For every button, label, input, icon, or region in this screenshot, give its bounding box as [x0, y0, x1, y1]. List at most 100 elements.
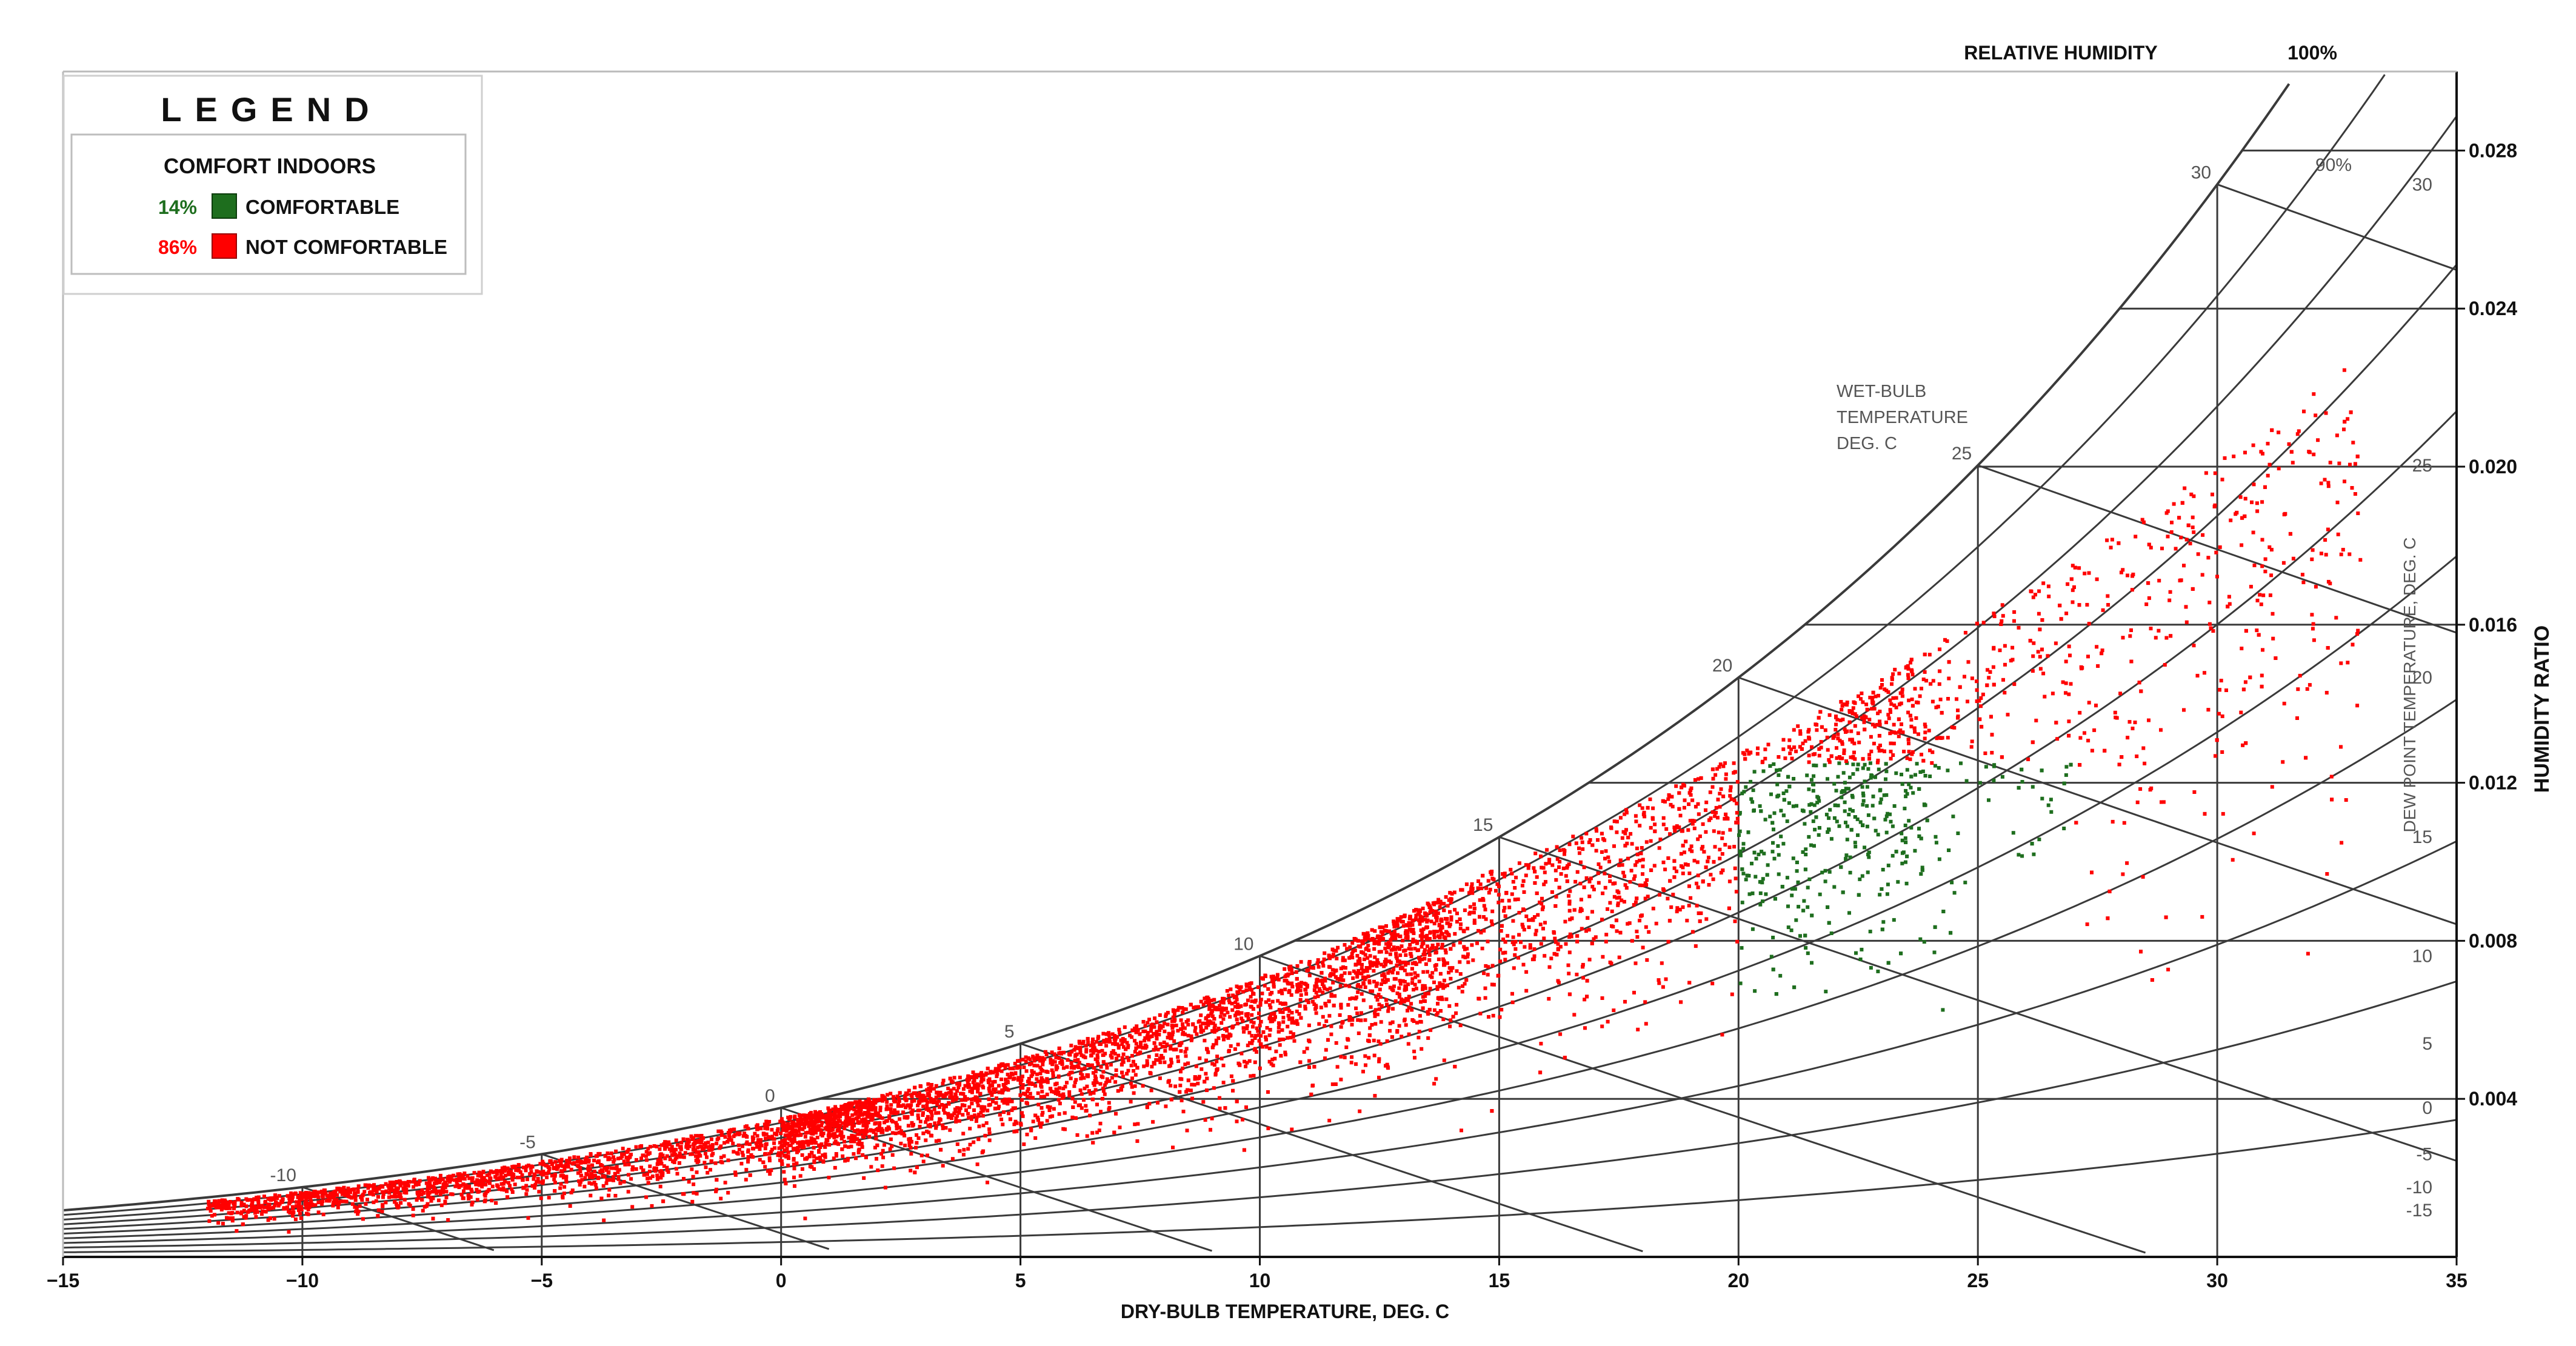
- comfortable-point: [1820, 871, 1824, 875]
- not-comfortable-point: [1817, 747, 1821, 751]
- not-comfortable-point: [1957, 715, 1960, 718]
- not-comfortable-point: [1097, 1050, 1101, 1053]
- not-comfortable-point: [972, 1081, 975, 1084]
- not-comfortable-point: [614, 1150, 618, 1153]
- not-comfortable-point: [1132, 1069, 1135, 1073]
- not-comfortable-point: [1420, 1047, 1423, 1051]
- not-comfortable-point: [1177, 1006, 1181, 1010]
- not-comfortable-point: [1290, 1016, 1294, 1020]
- not-comfortable-point: [595, 1187, 598, 1190]
- not-comfortable-point: [2143, 762, 2146, 765]
- not-comfortable-point: [1728, 845, 1732, 849]
- not-comfortable-point: [1524, 989, 1528, 993]
- not-comfortable-point: [2083, 731, 2086, 735]
- not-comfortable-point: [1900, 690, 1904, 694]
- not-comfortable-point: [2339, 745, 2343, 748]
- not-comfortable-point: [2229, 519, 2232, 522]
- not-comfortable-point: [1662, 816, 1666, 820]
- not-comfortable-point: [603, 1167, 607, 1170]
- not-comfortable-point: [1790, 757, 1794, 761]
- comfortable-point: [1992, 763, 1996, 767]
- not-comfortable-point: [1058, 1056, 1061, 1060]
- not-comfortable-point: [2001, 614, 2005, 618]
- not-comfortable-point: [2292, 557, 2295, 561]
- not-comfortable-point: [1186, 1018, 1190, 1022]
- not-comfortable-point: [1023, 1065, 1026, 1069]
- comfortable-point: [2049, 810, 2053, 814]
- not-comfortable-point: [607, 1188, 611, 1191]
- not-comfortable-point: [1407, 1042, 1410, 1046]
- comfortable-point: [1951, 815, 1955, 818]
- comfortable-point: [1779, 835, 1783, 838]
- not-comfortable-point: [1641, 872, 1644, 876]
- not-comfortable-point: [1480, 887, 1483, 890]
- not-comfortable-point: [924, 1139, 927, 1142]
- not-comfortable-point: [922, 1160, 926, 1164]
- not-comfortable-point: [1410, 923, 1414, 927]
- not-comfortable-point: [2347, 553, 2351, 556]
- not-comfortable-point: [2101, 608, 2105, 612]
- not-comfortable-point: [1590, 885, 1594, 888]
- not-comfortable-point: [1024, 1059, 1028, 1063]
- not-comfortable-point: [792, 1176, 796, 1179]
- not-comfortable-point: [1281, 1020, 1285, 1024]
- not-comfortable-point: [2126, 574, 2129, 578]
- not-comfortable-point: [1655, 922, 1658, 925]
- not-comfortable-point: [1861, 701, 1864, 704]
- not-comfortable-point: [1136, 1122, 1140, 1126]
- not-comfortable-point: [1938, 647, 1941, 651]
- comfortable-point: [1739, 854, 1743, 858]
- not-comfortable-point: [1350, 956, 1354, 959]
- comfortable-point: [1833, 816, 1837, 820]
- not-comfortable-point: [627, 1163, 631, 1167]
- not-comfortable-point: [995, 1096, 998, 1100]
- not-comfortable-point: [1204, 1072, 1207, 1076]
- not-comfortable-point: [1503, 906, 1506, 910]
- not-comfortable-point: [1675, 870, 1678, 873]
- not-comfortable-point: [687, 1180, 691, 1184]
- not-comfortable-point: [947, 1101, 950, 1105]
- not-comfortable-point: [1257, 1016, 1261, 1020]
- not-comfortable-point: [935, 1084, 938, 1088]
- not-comfortable-point: [1792, 728, 1796, 731]
- not-comfortable-point: [1345, 947, 1349, 951]
- not-comfortable-point: [1080, 1092, 1084, 1096]
- not-comfortable-point: [1455, 1003, 1458, 1007]
- not-comfortable-point: [2218, 545, 2222, 549]
- not-comfortable-point: [1374, 1008, 1378, 1011]
- not-comfortable-point: [1630, 842, 1634, 845]
- not-comfortable-point: [2206, 556, 2210, 559]
- not-comfortable-point: [2157, 579, 2161, 582]
- not-comfortable-point: [659, 1185, 662, 1188]
- comfortable-point: [1753, 989, 1757, 993]
- not-comfortable-point: [1203, 1039, 1206, 1042]
- not-comfortable-point: [630, 1205, 634, 1208]
- comfortable-point: [1807, 878, 1811, 881]
- not-comfortable-point: [2147, 719, 2151, 722]
- not-comfortable-point: [1835, 756, 1839, 760]
- not-comfortable-point: [1461, 984, 1464, 988]
- not-comfortable-point: [1251, 1025, 1255, 1028]
- not-comfortable-point: [1543, 921, 1547, 925]
- not-comfortable-point: [1339, 1055, 1343, 1059]
- comfortable-point: [1771, 841, 1775, 845]
- not-comfortable-point: [1649, 826, 1653, 830]
- not-comfortable-point: [2068, 654, 2072, 658]
- not-comfortable-point: [1544, 862, 1547, 865]
- not-comfortable-point: [1597, 881, 1601, 885]
- not-comfortable-point: [362, 1190, 366, 1193]
- not-comfortable-point: [1144, 1024, 1147, 1028]
- not-comfortable-point: [1178, 1084, 1182, 1087]
- not-comfortable-point: [1397, 987, 1401, 990]
- not-comfortable-point: [2046, 654, 2049, 658]
- not-comfortable-point: [804, 1135, 807, 1139]
- not-comfortable-point: [1711, 810, 1715, 814]
- not-comfortable-point: [648, 1165, 652, 1168]
- not-comfortable-point: [2118, 691, 2122, 695]
- not-comfortable-point: [1649, 839, 1653, 843]
- comfortable-point: [1844, 821, 1847, 824]
- not-comfortable-point: [1552, 930, 1555, 934]
- not-comfortable-point: [746, 1158, 750, 1161]
- not-comfortable-point: [2316, 438, 2320, 442]
- not-comfortable-point: [1248, 982, 1252, 985]
